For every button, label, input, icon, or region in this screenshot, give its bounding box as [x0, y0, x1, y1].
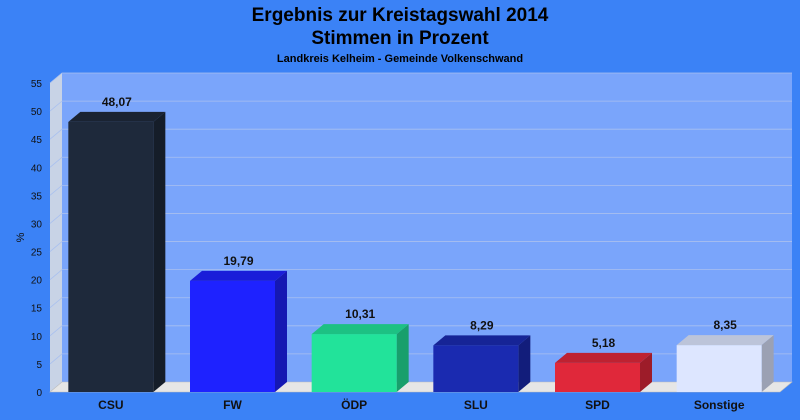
bar-side [396, 324, 409, 392]
y-tick-label: 25 [31, 248, 43, 259]
y-tick-label: 5 [36, 360, 42, 371]
gridline [49, 269, 792, 280]
bar-value-label: 10,31 [345, 307, 375, 321]
bar-top [676, 335, 774, 346]
bar-side [640, 352, 652, 392]
gridline [49, 325, 792, 337]
bar [190, 280, 275, 392]
bar-value-label: 8,35 [713, 318, 737, 332]
chart-subtitle: Stimmen in Prozent [311, 28, 489, 49]
plot-back-wall [62, 73, 792, 382]
bar-value-label: 19,79 [223, 254, 253, 268]
bar-value-label: 48,07 [102, 95, 132, 109]
gridline [49, 184, 792, 196]
bar [311, 334, 397, 392]
gridline [49, 353, 792, 365]
bar-side [518, 335, 531, 392]
gridline [49, 297, 792, 309]
x-tick-label: ÖDP [341, 397, 367, 412]
x-tick-label: SPD [585, 398, 610, 412]
bar [676, 345, 762, 392]
y-tick-label: 50 [31, 107, 43, 118]
chart-titles: Ergebnis zur Kreistagswahl 2014 Stimmen … [0, 4, 800, 67]
plot-left-wall [50, 73, 62, 392]
y-tick-label: 45 [31, 135, 43, 146]
x-tick-label: SLU [464, 398, 488, 412]
chart-location-subtitle: Landkreis Kelheim - Gemeinde Volkenschwa… [276, 53, 524, 65]
bar-top [311, 324, 409, 335]
x-tick-label: CSU [98, 398, 123, 412]
gridline [49, 100, 792, 112]
x-tick-label: FW [223, 398, 242, 412]
gridline [49, 156, 792, 168]
y-tick-label: 30 [31, 219, 43, 230]
bar-top [555, 352, 652, 363]
y-axis-label: % [15, 232, 27, 242]
y-tick-label: 0 [36, 388, 42, 399]
bar-side [761, 335, 774, 392]
y-tick-label: 55 [31, 79, 43, 90]
y-tick-label: 40 [31, 163, 43, 174]
bar-side [275, 270, 287, 392]
gridline [49, 128, 792, 140]
bar-value-label: 5,18 [592, 336, 616, 350]
y-tick-label: 20 [31, 276, 43, 287]
bar-value-label: 8,29 [470, 318, 494, 332]
x-tick-label: Sonstige [694, 398, 745, 412]
bar [433, 345, 519, 392]
bar-top [68, 111, 166, 122]
bar-side [153, 111, 166, 393]
bar [68, 121, 154, 393]
y-tick-label: 35 [31, 191, 43, 202]
y-tick-label: 10 [31, 332, 43, 343]
gridline [49, 72, 792, 84]
chart-title: Ergebnis zur Kreistagswahl 2014 [251, 5, 549, 26]
gridline [49, 213, 792, 224]
gridline [49, 241, 792, 252]
bar-top [190, 270, 287, 281]
y-tick-label: 15 [31, 304, 43, 315]
bar-top [433, 335, 531, 346]
bar [555, 362, 640, 392]
